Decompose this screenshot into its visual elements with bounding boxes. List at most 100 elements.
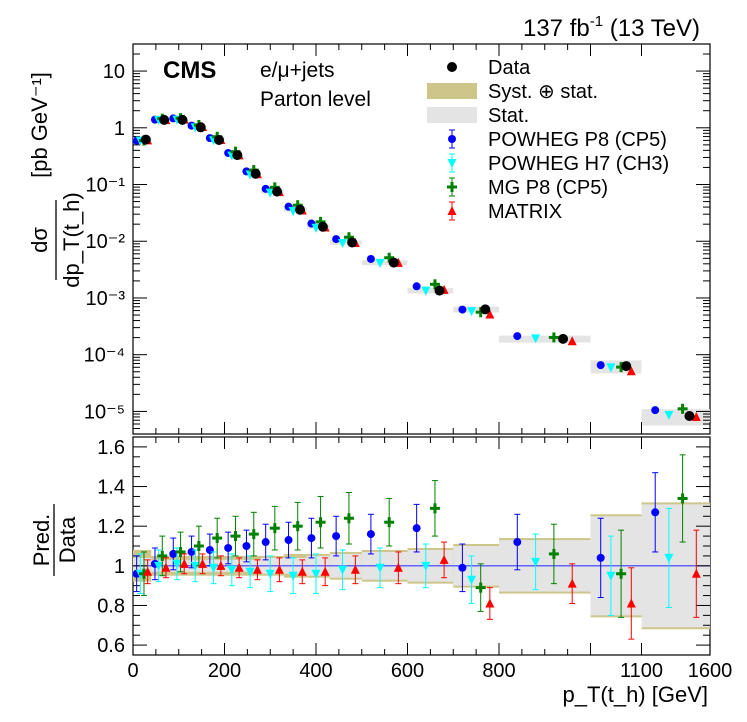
top-unc-band xyxy=(453,306,499,313)
ratio-marker-powheg_h7 xyxy=(209,551,219,585)
ratio-marker-powheg_p8 xyxy=(513,513,522,571)
y-tick-label: 10 xyxy=(103,61,125,83)
ratio-y-tick-label: 1.6 xyxy=(97,437,125,459)
top-marker-mg_p8 xyxy=(343,232,354,243)
top-marker-mg_p8 xyxy=(315,216,326,227)
ratio-marker-powheg_p8 xyxy=(224,531,233,565)
top-marker-mg_p8 xyxy=(292,200,303,211)
y-tick-label: 10⁻¹ xyxy=(86,175,126,197)
ratio-marker-powheg_h7 xyxy=(375,547,385,589)
ratio-marker-powheg_h7 xyxy=(311,553,321,595)
ratio-marker-mg_p8 xyxy=(475,563,486,612)
x-tick-label: 800 xyxy=(482,660,515,682)
ratio-marker-matrix xyxy=(179,553,189,575)
legend-label: POWHEG P8 (CP5) xyxy=(488,129,667,151)
top-marker-mg_p8 xyxy=(384,252,395,263)
ratio-marker-matrix xyxy=(320,557,330,587)
cms-label: CMS xyxy=(163,57,216,84)
legend-entry-syst: Syst. ⊕ stat. xyxy=(427,81,598,103)
data-point xyxy=(388,257,399,268)
ratio-marker-powheg_p8 xyxy=(332,515,341,557)
top-marker-powheg_h7 xyxy=(338,239,348,249)
ratio-marker-matrix xyxy=(234,557,244,579)
ratio-marker-powheg_p8 xyxy=(458,543,467,593)
channel-label: e/μ+jets xyxy=(260,59,335,82)
y-tick-label: 10⁻² xyxy=(86,231,126,253)
ratio-marker-matrix xyxy=(691,529,701,618)
ratio-marker-mg_p8 xyxy=(138,551,149,597)
ratio-marker-matrix xyxy=(626,567,636,640)
legend-label: POWHEG H7 (CH3) xyxy=(488,153,669,175)
legend-entry-matrix: MATRIX xyxy=(447,201,562,223)
y-tick-label: 10⁻³ xyxy=(86,288,126,310)
svg-text:Data: Data xyxy=(55,516,80,563)
y-axis-title: dσ dp_T(t_h) [pb GeV⁻¹] xyxy=(27,72,84,288)
ratio-marker-matrix xyxy=(252,559,262,581)
ratio-marker-powheg_h7 xyxy=(421,543,431,589)
top-marker-matrix xyxy=(626,366,636,376)
legend-entry-powheg_h7: POWHEG H7 (CH3) xyxy=(447,153,669,175)
x-tick-label: 0 xyxy=(127,660,138,682)
top-marker-mg_p8 xyxy=(677,403,688,414)
x-tick-label: 1600 xyxy=(688,660,733,682)
top-marker-mg_p8 xyxy=(548,332,559,343)
ratio-marker-mg_p8 xyxy=(548,523,559,585)
top-marker-matrix xyxy=(567,336,577,346)
ratio-marker-mg_p8 xyxy=(292,501,303,551)
legend-entry-mg_p8: MG P8 (CP5) xyxy=(447,177,608,199)
svg-text:dp_T(t_h): dp_T(t_h) xyxy=(59,192,84,287)
ratio-marker-mg_p8 xyxy=(429,480,440,537)
data-point xyxy=(294,204,305,215)
top-unc-band xyxy=(499,335,591,343)
ratio-marker-powheg_p8 xyxy=(307,517,316,559)
top-marker-powheg_h7 xyxy=(664,411,674,421)
top-marker-mg_p8 xyxy=(475,307,486,318)
top-unc-band xyxy=(407,288,454,294)
data-point xyxy=(684,411,695,422)
data-point xyxy=(159,114,170,125)
y-tick-label: 10⁻⁵ xyxy=(84,401,125,423)
ratio-marker-mg_p8 xyxy=(315,495,326,549)
ratio-marker-powheg_h7 xyxy=(265,555,275,593)
ratio-marker-matrix xyxy=(485,587,495,620)
ratio-marker-powheg_p8 xyxy=(412,503,421,553)
top-marker-matrix xyxy=(485,309,495,319)
top-marker-powheg_h7 xyxy=(375,258,385,268)
ratio-y-tick-label: 0.8 xyxy=(97,595,125,617)
y-tick-label: 10⁻⁴ xyxy=(84,345,125,367)
legend-label: Data xyxy=(488,57,531,79)
ratio-marker-mg_p8 xyxy=(677,454,688,543)
ratio-marker-matrix xyxy=(143,559,153,585)
luminosity-label: 137 fb-1 (13 TeV) xyxy=(523,13,700,42)
ratio-marker-matrix xyxy=(297,559,307,585)
legend-label: MG P8 (CP5) xyxy=(488,177,608,199)
ratio-marker-mg_p8 xyxy=(175,531,186,573)
legend-entry-powheg_p8: POWHEG P8 (CP5) xyxy=(448,129,667,151)
top-marker-mg_p8 xyxy=(429,279,440,290)
ratio-marker-mg_p8 xyxy=(269,505,280,551)
svg-text:dσ: dσ xyxy=(27,227,52,253)
data-point xyxy=(558,333,569,344)
top-marker-powheg_h7 xyxy=(606,363,616,373)
top-panel-frame xyxy=(132,43,711,435)
svg-text:Pred.: Pred. xyxy=(29,514,54,567)
top-unc-band xyxy=(361,260,408,266)
ratio-marker-mg_p8 xyxy=(230,515,241,557)
ratio-marker-powheg_h7 xyxy=(606,535,616,616)
ratio-marker-powheg_h7 xyxy=(288,557,298,595)
ratio-marker-powheg_p8 xyxy=(169,537,178,571)
legend-entry-data: Data xyxy=(447,57,531,79)
ratio-marker-matrix xyxy=(393,551,403,585)
ratio-marker-powheg_p8 xyxy=(651,472,660,553)
ratio-marker-matrix xyxy=(216,555,226,577)
data-point xyxy=(434,285,445,296)
level-label: Parton level xyxy=(260,88,371,111)
x-tick-label: 400 xyxy=(299,660,332,682)
top-marker-powheg_p8 xyxy=(332,235,341,244)
top-unc-band xyxy=(329,240,362,245)
ratio-marker-powheg_p8 xyxy=(284,521,293,559)
top-marker-powheg_p8 xyxy=(412,282,421,291)
top-marker-powheg_h7 xyxy=(531,334,541,344)
